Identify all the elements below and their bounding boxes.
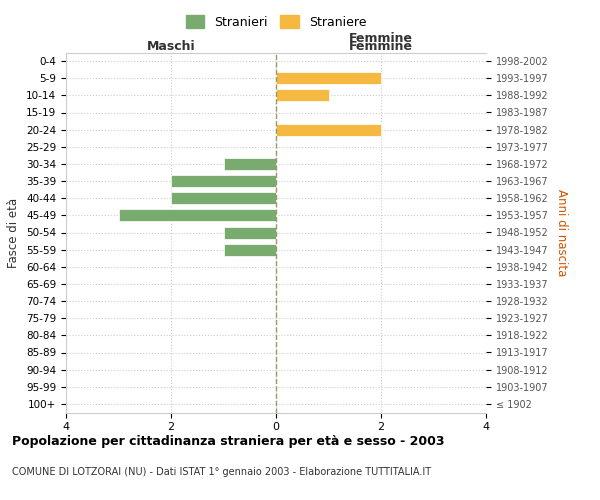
Text: COMUNE DI LOTZORAI (NU) - Dati ISTAT 1° gennaio 2003 - Elaborazione TUTTITALIA.I: COMUNE DI LOTZORAI (NU) - Dati ISTAT 1° …: [12, 467, 431, 477]
Bar: [171, 175, 276, 187]
Y-axis label: Anni di nascita: Anni di nascita: [555, 189, 568, 276]
Bar: [223, 226, 276, 238]
Text: Popolazione per cittadinanza straniera per età e sesso - 2003: Popolazione per cittadinanza straniera p…: [12, 435, 445, 448]
Bar: [171, 192, 276, 204]
Bar: [276, 124, 381, 136]
Text: Maschi: Maschi: [146, 40, 196, 52]
Legend: Stranieri, Straniere: Stranieri, Straniere: [182, 11, 370, 32]
Bar: [223, 244, 276, 256]
Y-axis label: Fasce di età: Fasce di età: [7, 198, 20, 268]
Bar: [119, 210, 276, 222]
Bar: [276, 90, 329, 102]
Text: Femmine: Femmine: [349, 32, 413, 46]
Bar: [276, 72, 381, 84]
Text: Femmine: Femmine: [349, 40, 413, 52]
Bar: [223, 158, 276, 170]
